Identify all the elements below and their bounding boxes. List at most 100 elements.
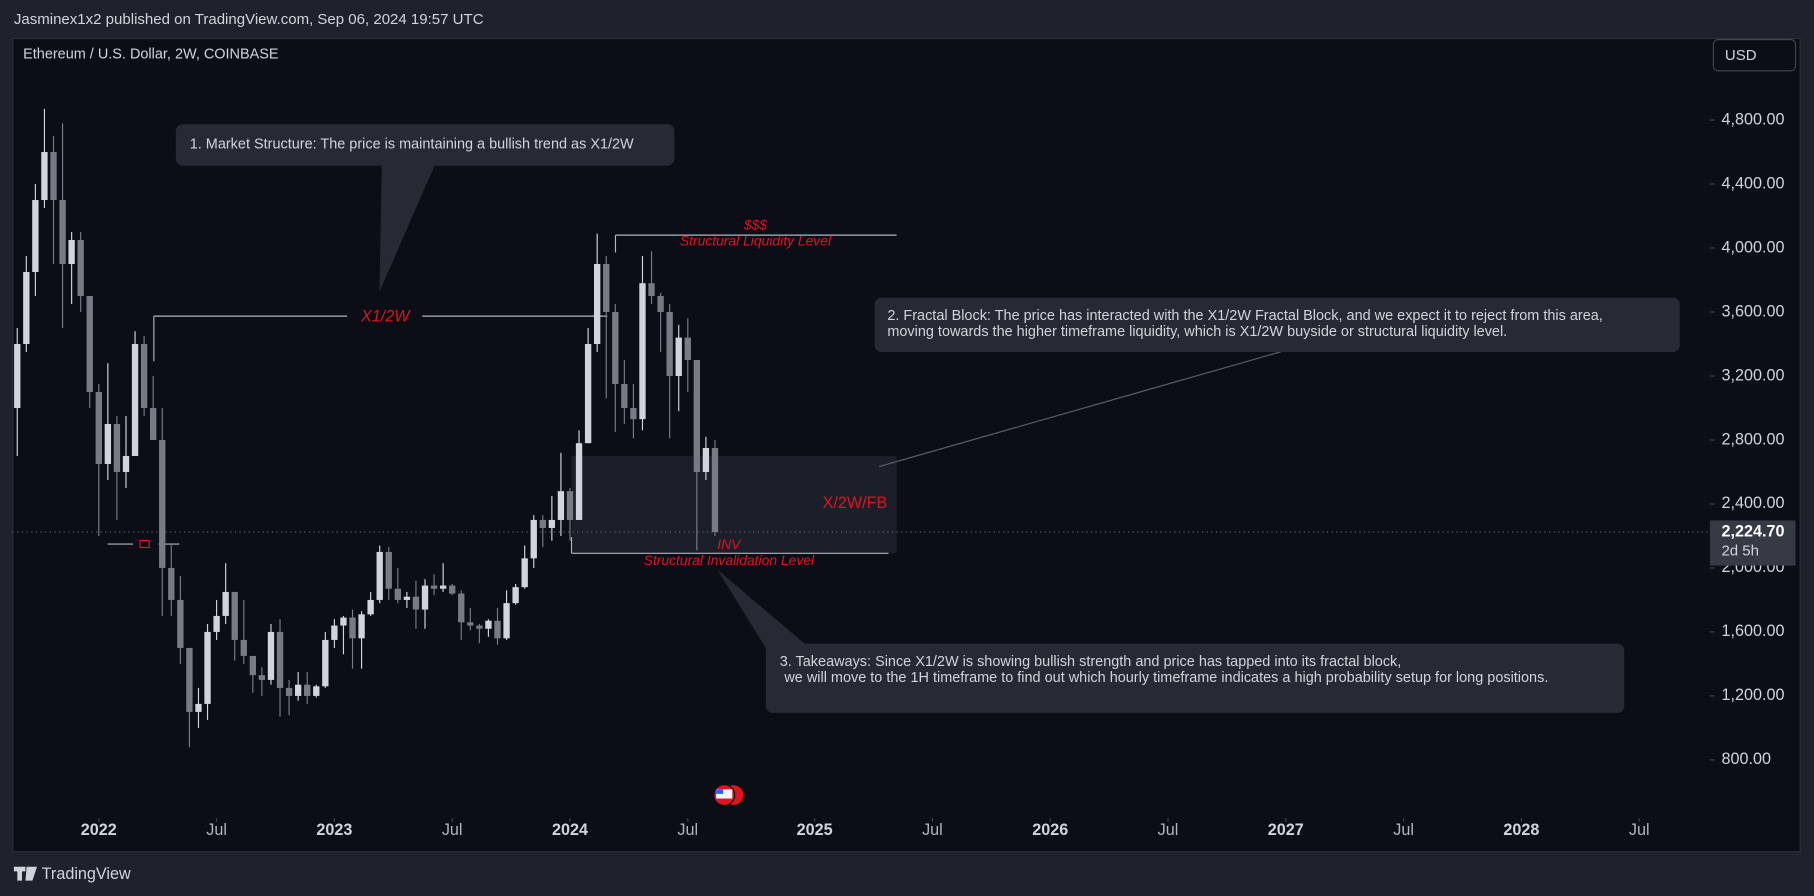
x-tick-label: 2024 <box>552 821 588 839</box>
x-tick-label: 2023 <box>316 821 352 839</box>
candle-body <box>59 200 66 265</box>
candle-body <box>313 686 320 696</box>
candle-body <box>285 687 293 696</box>
candle-body <box>612 312 619 384</box>
candle-body <box>530 519 537 559</box>
candle-body <box>276 631 284 688</box>
x-tick-label: Jul <box>677 821 698 839</box>
liquidity-symbol: $$$ <box>743 217 767 233</box>
callout-text: 1. Market Structure: The price is mainta… <box>190 137 634 153</box>
candle-body <box>467 622 474 626</box>
y-tick-label: 2,400.00 <box>1721 494 1784 512</box>
candle-body <box>521 558 528 588</box>
candle-body <box>258 675 266 680</box>
candle-body <box>68 240 75 265</box>
candle-body <box>267 631 275 680</box>
candle-body <box>367 599 374 615</box>
pointer-line <box>879 350 1285 468</box>
candle-body <box>485 620 492 629</box>
candle-body <box>113 423 121 472</box>
candle-body <box>186 647 193 712</box>
candle-body <box>349 617 356 639</box>
candle-body <box>702 447 710 472</box>
candle-body <box>159 439 166 568</box>
x-tick-label: Jul <box>922 821 943 839</box>
x-tick-label: Jul <box>1629 821 1650 839</box>
candle-body <box>584 343 592 444</box>
y-tick-label: 4,800.00 <box>1721 110 1784 128</box>
x-tick-label: 2026 <box>1032 821 1068 839</box>
callout-text: 3. Takeaways: Since X1/2W is showing bul… <box>780 654 1402 670</box>
callout-text: we will move to the 1H timeframe to find… <box>783 670 1548 686</box>
candle-body <box>86 296 93 392</box>
candle-body <box>539 519 546 528</box>
candle-body <box>394 588 401 600</box>
callouts: 1. Market Structure: The price is mainta… <box>13 124 1796 883</box>
candle-body <box>249 655 257 676</box>
x-tick-label: Jul <box>206 821 227 839</box>
candle-body <box>32 200 39 273</box>
y-tick-label: 800.00 <box>1721 750 1771 768</box>
candle-body <box>340 617 347 626</box>
candle-body <box>648 283 655 297</box>
callout-text: moving towards the higher timeframe liqu… <box>887 324 1507 340</box>
x-tick-label: Jul <box>442 821 463 839</box>
candle-body <box>240 639 247 656</box>
candle-body <box>666 312 673 376</box>
brand: TradingView <box>42 865 131 883</box>
candle-body <box>449 585 456 594</box>
candle-body <box>476 625 483 629</box>
candle-body <box>95 391 102 464</box>
countdown: 2d 5h <box>1721 543 1759 560</box>
candle-body <box>503 603 510 639</box>
callout-box <box>874 297 1680 352</box>
candle-body <box>195 703 202 712</box>
fractal-block-zone <box>571 456 897 554</box>
x-tick-label: 2027 <box>1268 821 1304 839</box>
currency-button[interactable] <box>1712 39 1797 72</box>
candle-body <box>458 593 465 623</box>
candle-body <box>14 343 21 408</box>
event-flag <box>716 789 724 794</box>
candle-body <box>412 596 420 610</box>
fractal-block-label: X/2W/FB <box>823 494 888 512</box>
currency: USD <box>1725 47 1757 64</box>
candles <box>14 108 719 748</box>
callout-pointer <box>717 569 810 649</box>
last-price-box <box>1709 520 1796 566</box>
candle-body <box>168 567 175 600</box>
candle-body <box>23 272 30 344</box>
y-tick-label: 4,000.00 <box>1721 238 1784 256</box>
callout-text: 2. Fractal Block: The price has interact… <box>887 308 1602 324</box>
trend-label: X1/2W <box>360 308 411 326</box>
candle-body <box>231 591 238 640</box>
candle-body <box>50 152 57 201</box>
candle-body <box>77 240 84 297</box>
candle-body <box>41 152 48 201</box>
candle-body <box>621 383 628 408</box>
candle-body <box>711 447 719 533</box>
y-tick-label: 1,600.00 <box>1721 622 1784 640</box>
candle-body <box>294 684 302 696</box>
candle-body <box>403 596 411 600</box>
candle-body <box>421 585 429 610</box>
candle-body <box>140 343 148 408</box>
candle-body <box>657 296 664 313</box>
candle-body <box>104 423 112 464</box>
callout-box <box>765 643 1625 713</box>
candle-body <box>439 585 447 589</box>
candle-body <box>494 620 501 639</box>
y-tick-label: 3,200.00 <box>1721 366 1784 384</box>
y-tick-label: 4,400.00 <box>1721 174 1784 192</box>
candle-body <box>566 491 574 520</box>
candle-body <box>684 337 691 360</box>
candle-body <box>222 591 229 616</box>
annotations: 800.001,200.001,600.002,000.002,400.002,… <box>12 110 1784 839</box>
candle-body <box>304 684 311 696</box>
candle-body <box>322 639 329 687</box>
candle-body <box>557 491 565 520</box>
inv-label: INV <box>717 536 742 552</box>
candle-body <box>430 585 438 589</box>
candle-body <box>331 625 338 640</box>
header: Jasminex1x2 published on TradingView.com… <box>14 11 484 28</box>
